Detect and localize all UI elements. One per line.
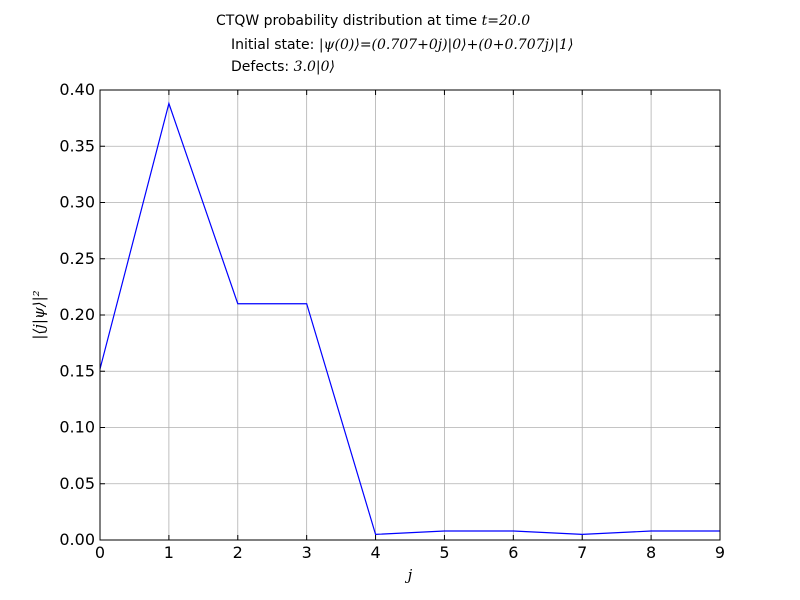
x-tick-label: 0 — [95, 543, 105, 562]
y-tick-label: 0.25 — [59, 249, 95, 268]
x-tick-label: 7 — [577, 543, 587, 562]
title-line2-math: |ψ(0)⟩=(0.707+0j)|0⟩+(0+0.707j)|1⟩ — [319, 37, 574, 53]
x-axis-label: j — [405, 566, 413, 584]
x-tick-label: 6 — [508, 543, 518, 562]
series-line — [99, 101, 720, 536]
svg-text:CTQW probability distribution: CTQW probability distribution at time t=… — [216, 13, 530, 29]
x-tick-label: 9 — [715, 543, 725, 562]
title-line1-math: t=20.0 — [482, 13, 531, 29]
title-line3-prefix: Defects: — [231, 59, 294, 75]
x-tick-label: 4 — [370, 543, 380, 562]
chart-title: CTQW probability distribution at time t=… — [216, 13, 573, 75]
y-tick-label: 0.40 — [59, 80, 95, 99]
x-tick-label: 1 — [164, 543, 174, 562]
x-tick-label: 8 — [646, 543, 656, 562]
y-axis-label: |⟨j|ψ⟩|² — [30, 290, 48, 339]
title-line1-prefix: CTQW probability distribution at time — [216, 13, 482, 29]
y-tick-label: 0.05 — [59, 474, 95, 493]
y-tick-label: 0.30 — [59, 193, 95, 212]
x-tick-label: 3 — [302, 543, 312, 562]
y-tick-label: 0.35 — [59, 136, 95, 155]
y-tick-label: 0.20 — [59, 305, 95, 324]
svg-text:Defects: 3.0|0⟩: Defects: 3.0|0⟩ — [231, 59, 335, 75]
y-tick-label: 0.00 — [59, 530, 95, 549]
title-line3-math: 3.0|0⟩ — [294, 59, 335, 75]
y-axis: 0.00 0.05 0.10 0.15 0.20 0.25 0.30 0.35 0.40 — [59, 80, 720, 549]
x-axis: 0 1 2 3 4 5 6 7 8 9 — [95, 90, 725, 562]
gridlines — [100, 90, 720, 540]
x-tick-label: 2 — [233, 543, 243, 562]
title-line2-prefix: Initial state: — [231, 37, 319, 53]
svg-text:Initial state: |ψ(0)⟩=(0.707+0: Initial state: |ψ(0)⟩=(0.707+0j)|0⟩+(0+0… — [231, 37, 573, 53]
x-tick-label: 5 — [439, 543, 449, 562]
y-tick-label: 0.15 — [59, 361, 95, 380]
series-group — [99, 101, 720, 536]
y-tick-label: 0.10 — [59, 418, 95, 437]
